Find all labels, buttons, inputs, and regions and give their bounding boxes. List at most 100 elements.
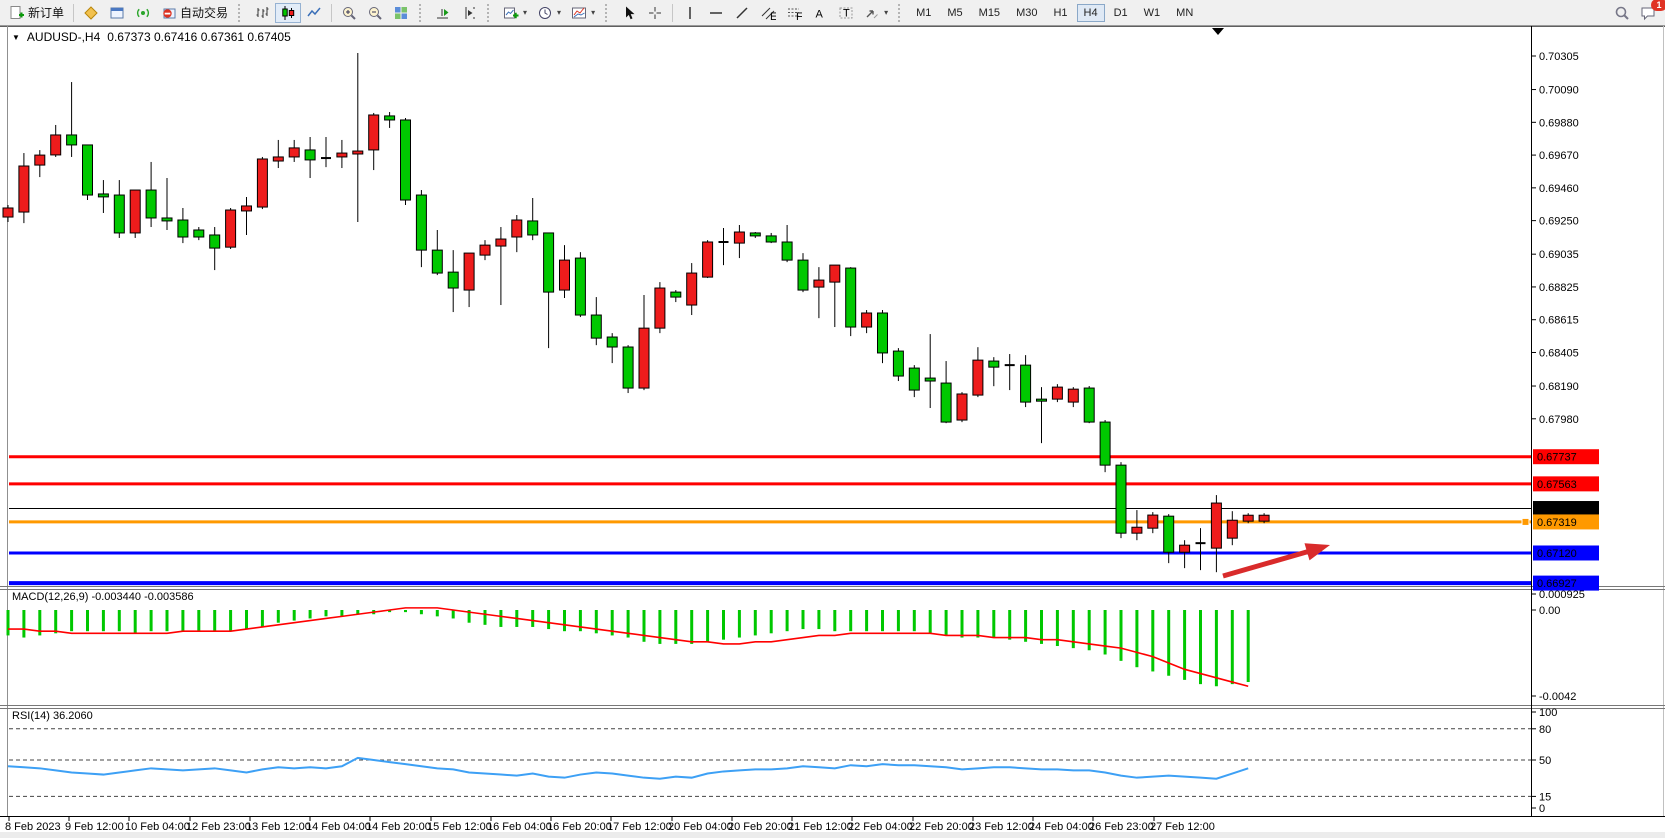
crosshair-icon [647, 5, 663, 21]
candle [352, 150, 364, 155]
candle [686, 272, 698, 306]
zoom-out-button[interactable] [362, 3, 388, 23]
equidistant-channel-button[interactable]: E [755, 3, 781, 23]
text-label-button[interactable]: T [833, 3, 859, 23]
toolbar-handle [605, 3, 611, 22]
zoom-in-button[interactable] [336, 3, 362, 23]
price-tick-label: 0.69460 [1539, 183, 1579, 195]
timeframe-button-H1[interactable]: H1 [1046, 4, 1074, 22]
time-axis-label: 8 Feb 2023 [5, 821, 61, 833]
candle [384, 115, 396, 121]
indicators-button[interactable]: ▾ [498, 3, 532, 23]
template-icon [571, 5, 587, 21]
price-chip-label: 0.67737 [1537, 452, 1577, 464]
timeframe-button-MN[interactable]: MN [1169, 4, 1200, 22]
horizontal-line-button[interactable] [703, 3, 729, 23]
candle [304, 149, 316, 161]
trendline-icon [734, 5, 750, 21]
timeframe-button-M30[interactable]: M30 [1009, 4, 1044, 22]
candle [606, 336, 618, 348]
chart-title[interactable]: ▼ AUDUSD-,H4 0.67373 0.67416 0.67361 0.6… [12, 30, 291, 44]
candlestick-chart-button[interactable] [275, 2, 302, 23]
dropdown-arrow-icon: ▾ [884, 8, 889, 17]
vertical-line-button[interactable] [677, 3, 703, 23]
time-axis-label: 16 Feb 04:00 [487, 821, 552, 833]
candle [1179, 544, 1191, 553]
candle [400, 119, 411, 201]
new-order-button[interactable]: 新订单 [4, 2, 69, 23]
time-axis-label: 23 Feb 12:00 [969, 821, 1034, 833]
auto-trading-button[interactable]: 自动交易 [156, 2, 233, 23]
vertical-line-icon [682, 5, 698, 21]
text-icon: A [812, 5, 828, 21]
search-button[interactable] [1609, 3, 1635, 23]
candle [336, 152, 348, 158]
clock-icon [537, 5, 553, 21]
line-chart-button[interactable] [301, 3, 327, 23]
timeframe-button-M15[interactable]: M15 [972, 4, 1007, 22]
timeframe-button-M5[interactable]: M5 [940, 4, 969, 22]
candle [622, 346, 634, 389]
bar-chart-icon [254, 5, 270, 21]
trend-arrow-head [1304, 543, 1330, 561]
metaeditor-icon [83, 5, 99, 21]
candle [161, 217, 173, 222]
candle [654, 287, 666, 329]
time-axis-label: 20 Feb 04:00 [668, 821, 733, 833]
text-label-icon: T [838, 5, 854, 21]
price-tick-label: 0.69670 [1539, 150, 1579, 162]
candle [495, 238, 507, 247]
candle [82, 144, 93, 196]
cursor-button[interactable] [616, 3, 642, 23]
line-chart-icon [306, 5, 322, 21]
bar-chart-button[interactable] [249, 3, 275, 23]
fibonacci-button[interactable]: F [781, 3, 807, 23]
auto-trading-icon [161, 5, 177, 21]
template-button[interactable]: ▾ [566, 3, 600, 23]
timeframe-button-M1[interactable]: M1 [909, 4, 938, 22]
metaeditor-button[interactable] [78, 3, 104, 23]
price-tick-label: 0.70090 [1539, 85, 1579, 97]
time-axis-label: 9 Feb 12:00 [65, 821, 124, 833]
periods-button[interactable]: ▾ [532, 3, 566, 23]
text-button[interactable]: A [807, 3, 833, 23]
candle [1131, 526, 1143, 534]
candle [447, 271, 459, 289]
price-tick-label: 0.69880 [1539, 117, 1579, 129]
candle [209, 234, 221, 249]
candle [702, 241, 714, 278]
fibonacci-icon: F [786, 5, 803, 23]
market-watch-button[interactable] [104, 3, 130, 23]
candle [749, 232, 761, 237]
candle [956, 393, 968, 421]
auto-scroll-button[interactable] [430, 3, 456, 23]
price-tick-label: 0.68190 [1539, 381, 1579, 393]
chart-canvas[interactable]: 0.70305 0.70090 0.69880 0.69670 0.69460 0.692… [0, 26, 1665, 838]
trendline-button[interactable] [729, 3, 755, 23]
rsi-tick-label: 15 [1539, 791, 1551, 803]
macd-tick-label: 0.000925 [1539, 589, 1585, 601]
chart-ohlc: 0.67373 0.67416 0.67361 0.67405 [107, 30, 291, 44]
timeframe-button-H4[interactable]: H4 [1076, 3, 1105, 22]
timeframe-button-D1[interactable]: D1 [1107, 4, 1135, 22]
time-axis-label: 21 Feb 12:00 [788, 821, 853, 833]
arrows-tool-button[interactable]: ▾ [859, 3, 893, 23]
candle [1036, 398, 1047, 402]
tile-windows-button[interactable] [388, 3, 414, 23]
signal-button[interactable] [130, 3, 156, 23]
price-tick-label: 0.69250 [1539, 216, 1579, 228]
crosshair-button[interactable] [642, 3, 668, 23]
candle [1115, 464, 1127, 534]
toolbar: 新订单 自动交易 [0, 0, 1665, 26]
timeframe-button-W1[interactable]: W1 [1137, 4, 1168, 22]
candle [924, 377, 936, 382]
candle [479, 244, 491, 256]
candle [829, 264, 841, 283]
candle [733, 231, 745, 244]
candle [1099, 421, 1111, 466]
candle [463, 252, 475, 291]
chart-shift-button[interactable] [456, 3, 482, 23]
auto-scroll-icon [435, 5, 451, 21]
chat-button[interactable]: 1 [1635, 0, 1665, 23]
